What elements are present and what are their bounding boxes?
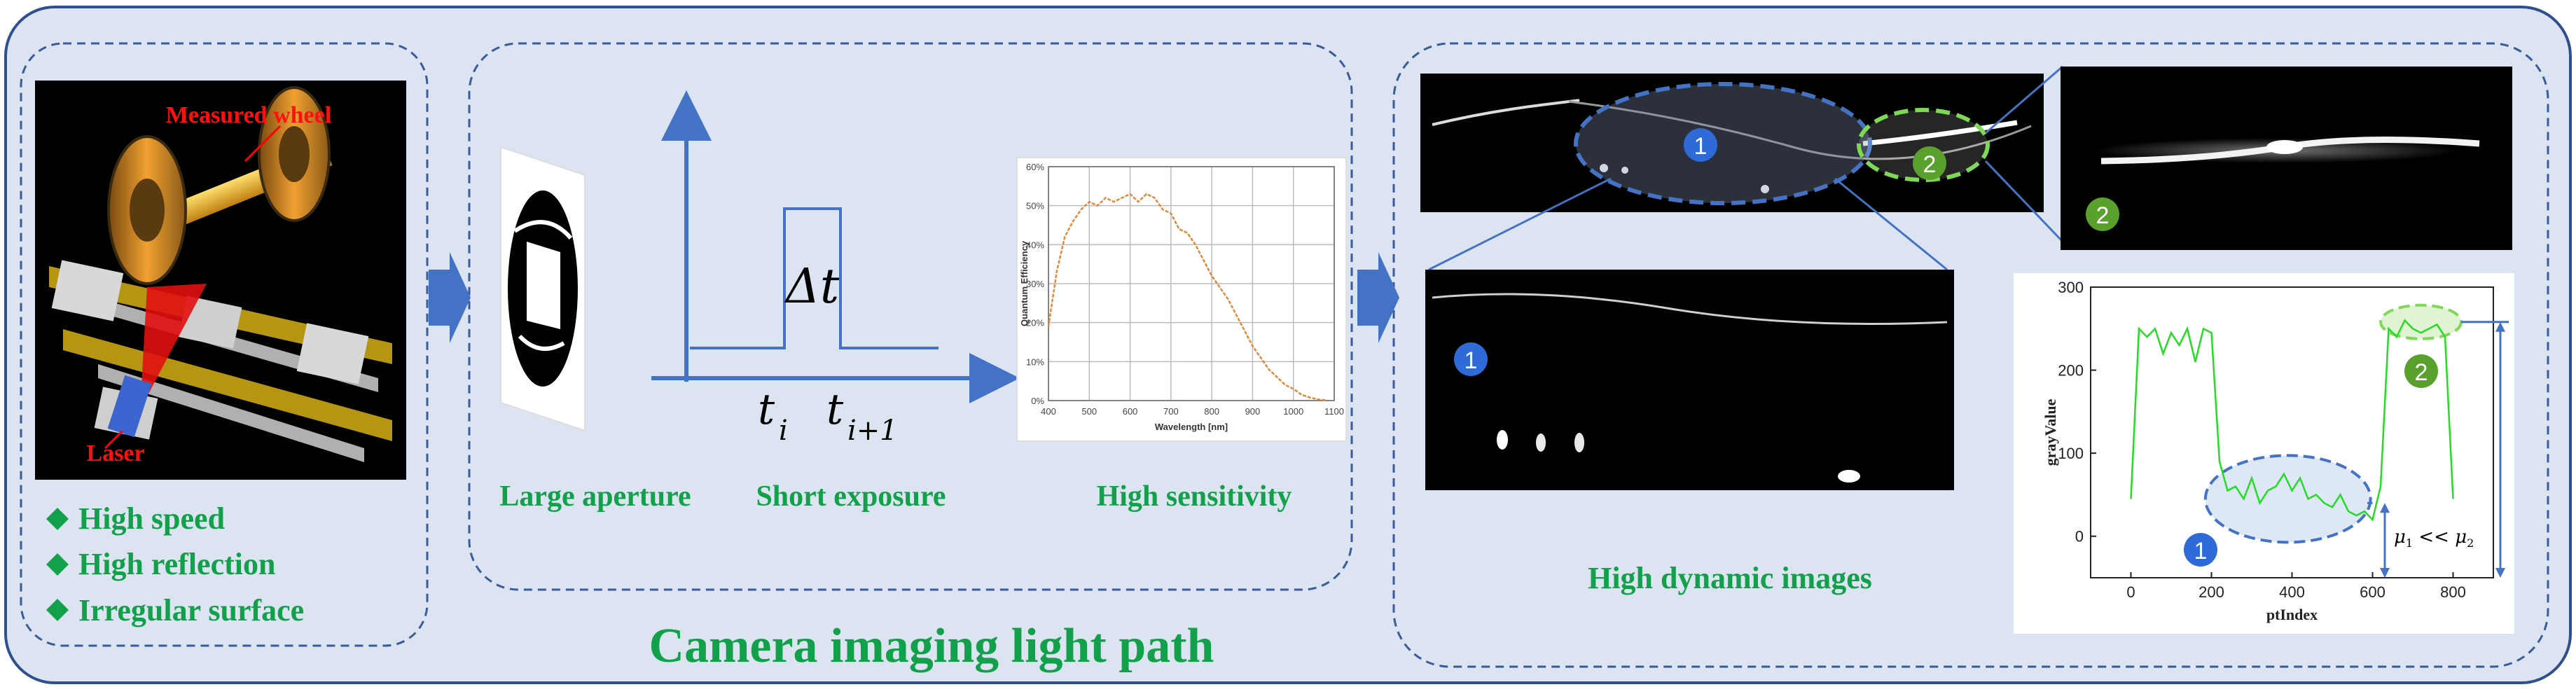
qe-plot-frame — [1048, 166, 1335, 401]
left-group-frame — [20, 42, 429, 647]
qe-y-tick: 10% — [1026, 356, 1044, 367]
gv-x-axis-label: ptIndex — [2266, 606, 2318, 623]
qe-x-tick: 800 — [1204, 406, 1219, 417]
zoom-image-region-1 — [1425, 270, 1954, 490]
gray-value-plot-background — [2014, 273, 2514, 634]
t-next-label: t i+1 — [826, 385, 898, 447]
diamond-icon — [46, 599, 69, 621]
zoom-image-region-2 — [2061, 67, 2512, 250]
qe-y-tick: 50% — [1026, 201, 1044, 211]
gv-x-tick: 400 — [2279, 583, 2305, 601]
callout-line — [1834, 177, 1948, 271]
arrow-head — [2380, 568, 2390, 578]
badge-text: 1 — [2194, 538, 2208, 564]
svg-text:2: 2 — [1923, 151, 1937, 178]
qe-y-tick: 30% — [1026, 279, 1044, 289]
figure-title: Camera imaging light path — [649, 619, 1214, 673]
svg-text:2: 2 — [2096, 202, 2110, 229]
label-measured-wheel: Measured wheel — [166, 102, 331, 128]
quantum-efficiency-chart: 0% 10% 20% 30% 40% 50% 60% 400 500 600 700 800 900 10… — [1016, 157, 1347, 442]
gv-y-axis-label: grayValue — [2042, 398, 2059, 466]
svg-text:t: t — [758, 385, 775, 434]
raw-laser-image — [1420, 74, 2044, 212]
diamond-icon — [46, 553, 69, 576]
qe-chart-background — [1016, 157, 1347, 442]
label-short-exposure: Short exposure — [756, 480, 946, 513]
feature-list: High speed High reflection Irregular sur… — [46, 501, 304, 627]
qe-x-tick: 1100 — [1324, 406, 1344, 417]
label-laser: Laser — [86, 440, 144, 466]
feature-item: Irregular surface — [78, 593, 304, 627]
qe-y-axis-label: Quantum Efficiency — [1019, 240, 1030, 326]
region-1-ellipse — [2203, 454, 2372, 544]
diamond-icon — [46, 508, 69, 530]
gray-value-plot: 0 100 200 300 0 200 400 600 800 ptIndex grayValue 1… — [2014, 273, 2514, 634]
callout-line — [1984, 160, 2064, 243]
qe-x-tick: 900 — [1245, 406, 1261, 417]
gv-y-tick: 0 — [2075, 528, 2084, 546]
gv-y-tick: 300 — [2058, 279, 2084, 296]
qe-y-tick: 20% — [1026, 318, 1044, 328]
callout-line — [1428, 177, 1612, 271]
middle-group-frame — [468, 42, 1353, 591]
right-group-frame — [1392, 42, 2549, 668]
svg-text:1: 1 — [1464, 347, 1478, 374]
svg-text:1: 1 — [1694, 133, 1708, 160]
arrow-head — [2495, 568, 2505, 578]
flow-arrow-2 — [1357, 252, 1399, 343]
arrow-head — [2495, 321, 2505, 332]
qe-x-tick: 700 — [1163, 406, 1179, 417]
gv-x-tick: 200 — [2198, 583, 2224, 601]
feature-item: High speed — [78, 501, 225, 536]
wheelset-photo — [35, 81, 406, 480]
gv-x-tick: 0 — [2126, 583, 2135, 601]
feature-item: High reflection — [78, 547, 275, 581]
gv-x-tick: 800 — [2440, 583, 2466, 601]
label-large-aperture: Large aperture — [499, 480, 691, 513]
qe-y-tick: 0% — [1031, 396, 1044, 406]
badge-circle — [2404, 354, 2438, 388]
qe-x-tick: 500 — [1081, 406, 1097, 417]
qe-x-tick: 600 — [1123, 406, 1138, 417]
badge-1-zoom: 1 — [1454, 342, 1488, 376]
mu-relation-label: μ1 << μ2 — [2394, 527, 2474, 550]
badge-1-plot: 1 — [2184, 533, 2217, 567]
flow-arrow-1 — [429, 252, 471, 343]
qe-y-tick: 40% — [1026, 240, 1044, 250]
gv-x-tick: 600 — [2360, 583, 2385, 601]
gray-value-series — [2130, 319, 2454, 522]
label-high-sensitivity: High sensitivity — [1097, 480, 1292, 513]
gv-y-tick: 200 — [2058, 362, 2084, 380]
delta-t-label: Δt — [784, 259, 840, 314]
svg-text:t: t — [826, 385, 844, 434]
badge-1-top: 1 — [1684, 128, 1717, 162]
qe-x-axis-label: Wavelength [nm] — [1155, 422, 1228, 432]
svg-text:i+1: i+1 — [847, 415, 898, 447]
qe-x-tick: 1000 — [1283, 406, 1303, 417]
t-i-label: t i — [758, 385, 788, 447]
badge-2-plot: 2 — [2404, 354, 2438, 388]
badge-circle — [2184, 533, 2217, 567]
badge-text: 2 — [2415, 359, 2428, 386]
qe-series-line — [1047, 193, 1327, 401]
gv-y-tick: 100 — [2058, 445, 2084, 462]
label-high-dynamic-images: High dynamic images — [1588, 561, 1872, 595]
svg-text:i: i — [779, 415, 788, 447]
qe-x-tick: 400 — [1041, 406, 1056, 417]
arrow-head — [2380, 503, 2390, 513]
aperture-illustration — [500, 146, 586, 432]
qe-y-tick: 60% — [1026, 162, 1044, 172]
exposure-pulse-diagram — [651, 90, 1020, 403]
callout-line — [1985, 65, 2063, 134]
badge-2-zoom: 2 — [2086, 197, 2119, 231]
badge-2-top: 2 — [1913, 146, 1946, 180]
